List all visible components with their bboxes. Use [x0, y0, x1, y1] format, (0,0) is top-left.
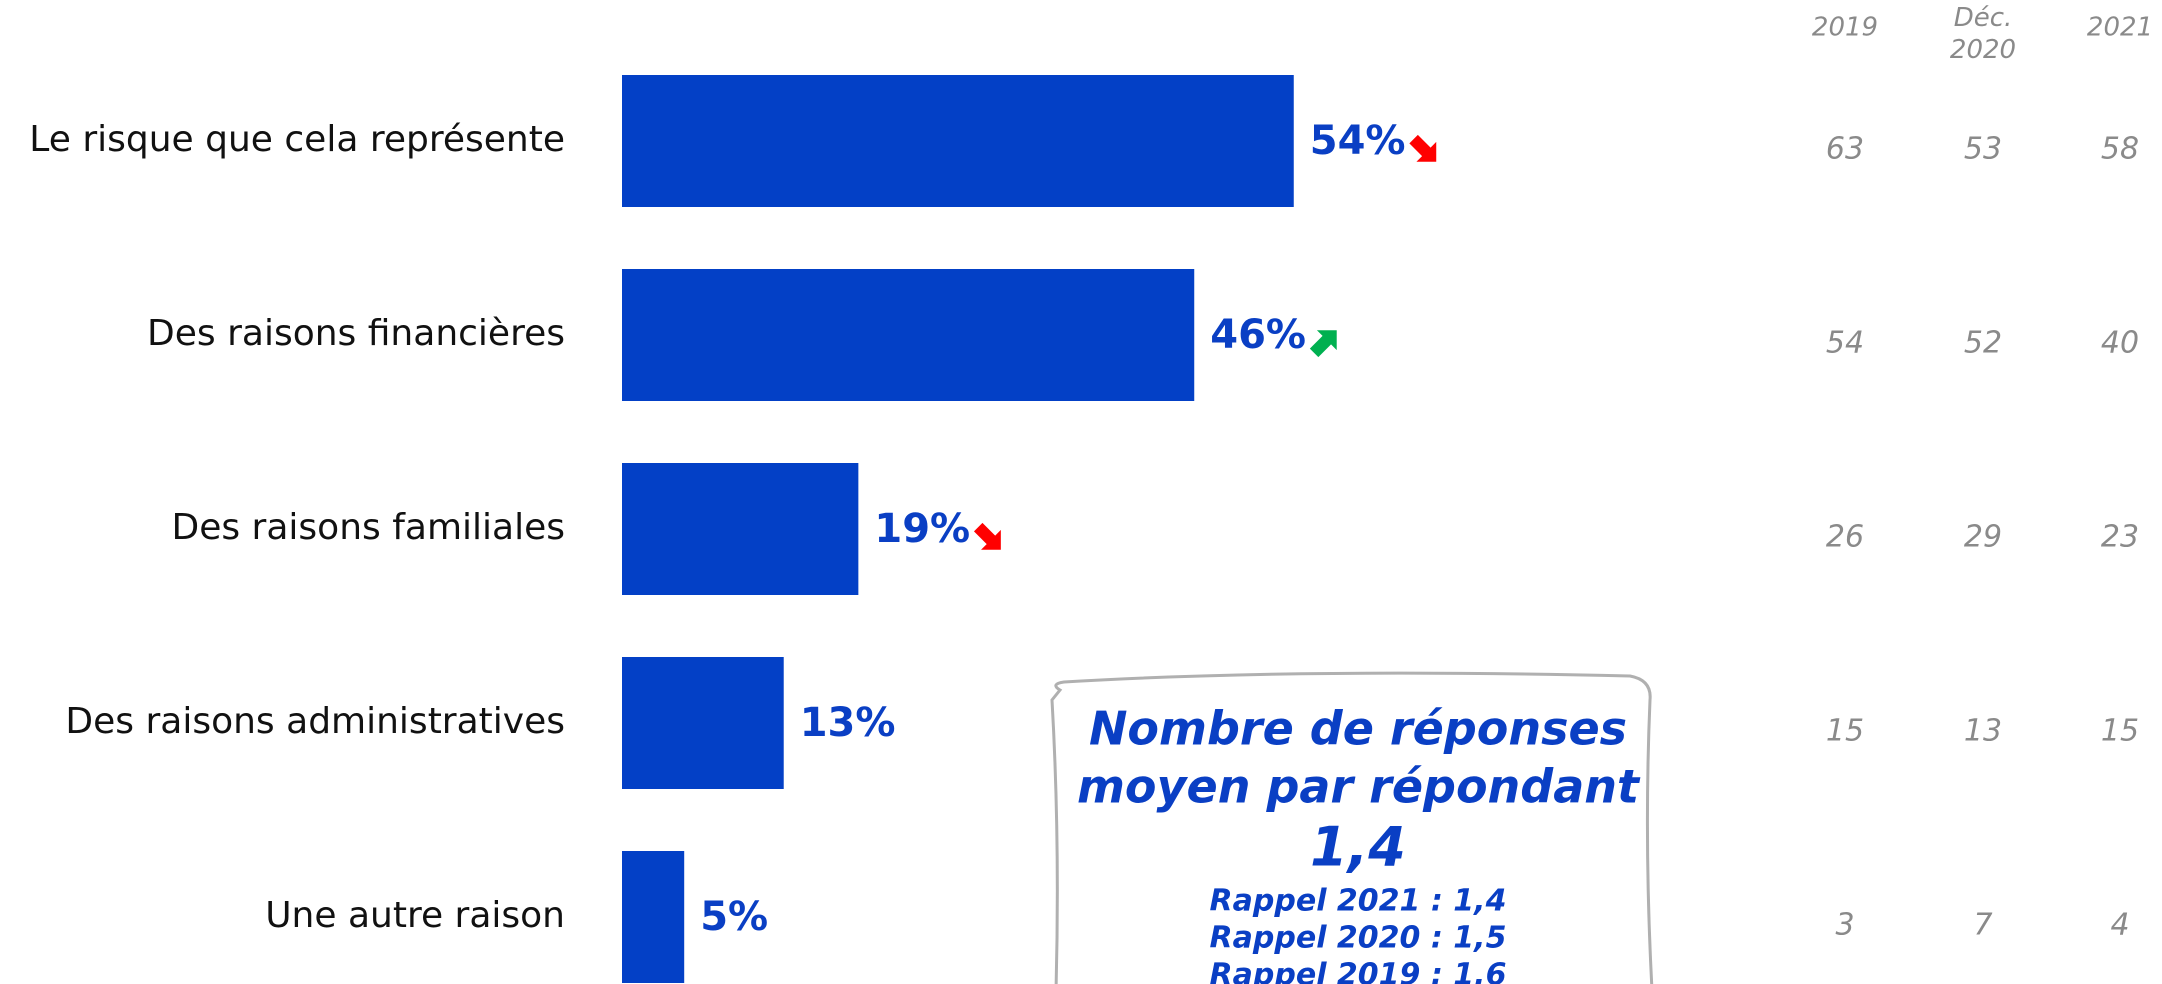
- category-label: Des raisons familiales: [171, 507, 565, 548]
- category-label: Des raisons administratives: [65, 701, 565, 742]
- comparison-value: 26: [1826, 520, 1864, 555]
- note-title: moyen par répondant: [1077, 760, 1641, 814]
- trend-arrow: [1309, 330, 1337, 358]
- comparison-value: 15: [2101, 714, 2139, 749]
- bar: [622, 463, 859, 595]
- comparison-value: 7: [1973, 908, 1992, 943]
- note-title: Nombre de réponses: [1089, 702, 1627, 756]
- comparison-value: 13: [1964, 714, 2002, 749]
- comparison-value: 23: [2101, 520, 2139, 555]
- bar: [622, 269, 1195, 401]
- note-recall: Rappel 2020 : 1,5: [1210, 921, 1507, 956]
- trend-arrow: [973, 522, 1001, 550]
- comparison-value: 63: [1826, 132, 1864, 167]
- value-label: 13%: [800, 700, 896, 746]
- comparison-value: 29: [1964, 520, 2002, 555]
- comparison-value: 54: [1826, 326, 1864, 361]
- comparison-value: 40: [2101, 326, 2139, 361]
- note-box: [1050, 671, 1654, 984]
- column-header: Déc. 2020: [1950, 3, 2016, 65]
- comparison-value: 4: [2110, 908, 2129, 943]
- bar: [622, 851, 685, 983]
- value-label: 19%: [874, 506, 970, 552]
- comparison-value: 3: [1835, 908, 1854, 943]
- bar: [622, 657, 784, 789]
- category-label: Une autre raison: [265, 895, 565, 936]
- comparison-value: 53: [1964, 132, 2002, 167]
- note-recall: Rappel 2019 : 1,6: [1210, 958, 1507, 984]
- column-header-line: 2020: [1950, 35, 2016, 65]
- bar: [622, 75, 1294, 207]
- category-label: Des raisons financières: [147, 313, 565, 354]
- value-label: 5%: [700, 894, 768, 940]
- column-header-line: Déc.: [1954, 3, 2013, 33]
- comparison-value: 15: [1826, 714, 1864, 749]
- column-header: 2019: [1812, 13, 1878, 43]
- comparison-value: 58: [2101, 132, 2139, 167]
- comparison-value: 52: [1964, 326, 2002, 361]
- trend-arrow: [1409, 134, 1437, 162]
- column-header: 2021: [2087, 13, 2153, 43]
- trend-arrow-shape: [1409, 134, 1437, 162]
- category-label: Le risque que cela représente: [29, 119, 565, 160]
- value-label: 54%: [1310, 118, 1406, 164]
- value-label: 46%: [1210, 312, 1306, 358]
- trend-arrow-shape: [973, 522, 1001, 550]
- note-value: 1,4: [1310, 816, 1406, 879]
- trend-arrow-shape: [1309, 330, 1337, 358]
- note-recall: Rappel 2021 : 1,4: [1210, 884, 1507, 919]
